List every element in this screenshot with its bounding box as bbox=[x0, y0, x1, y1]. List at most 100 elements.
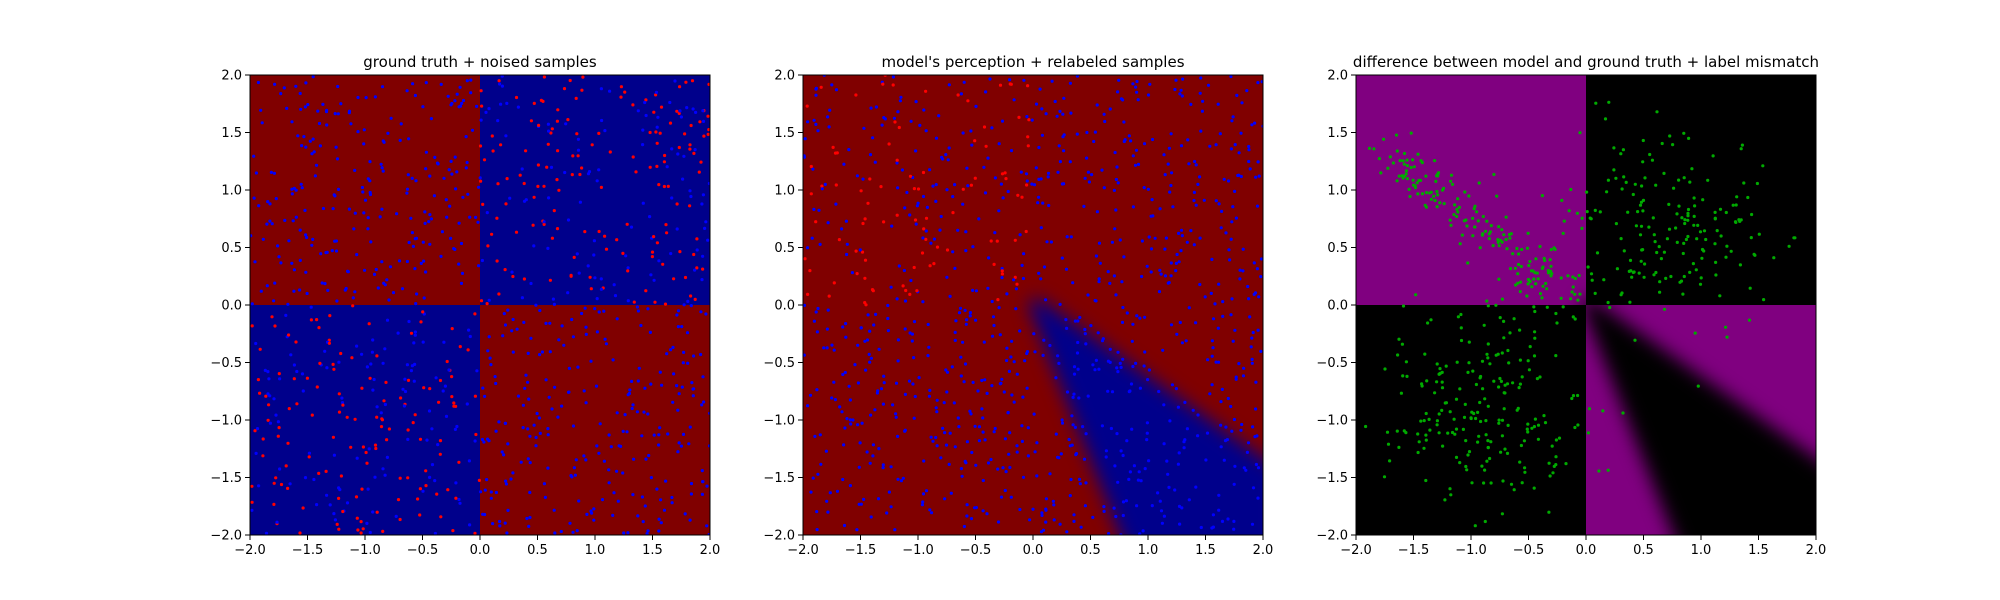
scatter-point bbox=[1072, 365, 1077, 369]
scatter-point bbox=[381, 467, 385, 471]
scatter-point bbox=[373, 95, 377, 99]
scatter-point bbox=[951, 195, 955, 199]
scatter-point bbox=[830, 396, 834, 400]
scatter-point bbox=[1473, 204, 1477, 208]
scatter-point bbox=[1688, 270, 1692, 274]
scatter-point bbox=[578, 172, 582, 177]
scatter-point bbox=[1620, 187, 1624, 191]
scatter-point bbox=[1436, 171, 1441, 175]
scatter-point bbox=[1429, 197, 1433, 201]
scatter-point bbox=[372, 272, 377, 276]
scatter-point bbox=[1003, 437, 1008, 441]
scatter-point bbox=[1449, 173, 1454, 177]
scatter-point bbox=[303, 476, 308, 480]
scatter-point bbox=[457, 221, 461, 225]
scatter-points-2 bbox=[803, 75, 1263, 535]
scatter-point bbox=[571, 424, 576, 428]
scatter-point bbox=[952, 401, 956, 405]
scatter-point bbox=[1435, 380, 1439, 384]
scatter-point bbox=[1147, 459, 1151, 463]
scatter-point bbox=[1495, 194, 1499, 198]
scatter-point bbox=[375, 510, 379, 514]
scatter-point bbox=[1532, 305, 1536, 309]
x-tick-label: 0.5 bbox=[1080, 543, 1101, 558]
scatter-point bbox=[909, 119, 913, 123]
scatter-point bbox=[317, 121, 322, 126]
scatter-point bbox=[473, 312, 477, 316]
scatter-point bbox=[343, 288, 347, 292]
scatter-point bbox=[898, 99, 903, 103]
scatter-point bbox=[869, 515, 873, 519]
scatter-point bbox=[636, 309, 641, 313]
scatter-point bbox=[1110, 390, 1115, 394]
scatter-point bbox=[1586, 431, 1590, 435]
scatter-point bbox=[1169, 323, 1174, 327]
scatter-point bbox=[1476, 219, 1480, 223]
scatter-point bbox=[960, 474, 964, 478]
x-tick-label: 1.0 bbox=[1138, 543, 1159, 558]
scatter-point bbox=[457, 262, 461, 266]
scatter-point bbox=[707, 181, 710, 186]
scatter-point bbox=[1484, 433, 1488, 437]
scatter-point bbox=[503, 323, 508, 327]
scatter-point bbox=[941, 157, 945, 161]
scatter-point bbox=[1252, 292, 1256, 296]
scatter-point bbox=[1678, 280, 1682, 284]
scatter-point bbox=[847, 148, 851, 152]
scatter-point bbox=[665, 231, 669, 235]
scatter-point bbox=[1255, 267, 1259, 271]
scatter-point bbox=[992, 323, 996, 328]
scatter-point bbox=[934, 406, 938, 410]
scatter-point bbox=[863, 258, 868, 262]
scatter-point bbox=[389, 116, 393, 120]
scatter-point bbox=[1559, 276, 1563, 280]
scatter-point bbox=[924, 229, 928, 233]
scatter-point bbox=[630, 379, 634, 383]
scatter-point bbox=[809, 164, 813, 169]
scatter-point bbox=[1007, 369, 1012, 373]
scatter-point bbox=[1116, 480, 1120, 484]
scatter-point bbox=[305, 291, 309, 296]
scatter-point bbox=[1041, 353, 1045, 357]
scatter-point bbox=[422, 296, 426, 300]
scatter-point bbox=[928, 388, 932, 392]
scatter-point bbox=[962, 380, 966, 384]
scatter-point bbox=[1682, 176, 1686, 180]
scatter-point bbox=[1580, 216, 1584, 220]
scatter-point bbox=[871, 443, 876, 447]
scatter-point bbox=[548, 278, 553, 282]
scatter-point bbox=[1669, 274, 1673, 279]
scatter-point bbox=[1500, 351, 1504, 355]
scatter-point bbox=[351, 296, 355, 300]
scatter-point bbox=[1149, 270, 1153, 274]
scatter-point bbox=[901, 284, 905, 288]
scatter-point bbox=[1467, 450, 1472, 454]
scatter-point bbox=[998, 333, 1002, 337]
scatter-points-1 bbox=[250, 75, 710, 535]
scatter-point bbox=[480, 104, 484, 108]
scatter-point bbox=[896, 186, 900, 190]
scatter-point bbox=[1065, 530, 1069, 534]
scatter-point bbox=[854, 249, 858, 253]
scatter-point bbox=[644, 289, 648, 293]
scatter-point bbox=[1093, 130, 1097, 134]
scatter-point bbox=[635, 305, 640, 309]
scatter-point bbox=[1083, 332, 1087, 336]
scatter-point bbox=[831, 145, 835, 149]
scatter-point bbox=[577, 271, 581, 275]
scatter-point bbox=[441, 389, 445, 393]
scatter-point bbox=[411, 82, 415, 86]
scatter-point bbox=[311, 237, 315, 241]
scatter-point bbox=[355, 456, 359, 460]
scatter-point bbox=[1561, 305, 1565, 309]
scatter-point bbox=[844, 219, 849, 223]
scatter-point bbox=[1142, 186, 1146, 190]
scatter-point bbox=[1569, 187, 1573, 192]
scatter-point bbox=[1216, 102, 1220, 106]
scatter-point bbox=[1466, 453, 1470, 457]
scatter-point bbox=[675, 313, 679, 317]
scatter-point bbox=[686, 361, 690, 365]
scatter-point bbox=[1226, 179, 1231, 183]
scatter-point bbox=[483, 512, 487, 517]
scatter-point bbox=[586, 264, 590, 268]
